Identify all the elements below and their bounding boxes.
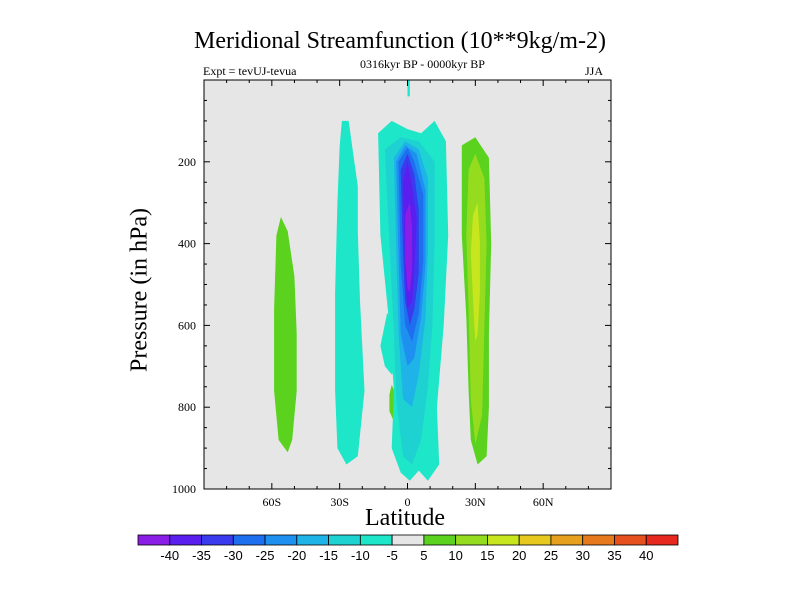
colorbar-label: -40 (160, 548, 179, 563)
y-tick-label: 800 (178, 400, 196, 414)
y-tick-label: 200 (178, 155, 196, 169)
contour-region-green-cell-60S (274, 217, 297, 453)
colorbar-label: -25 (256, 548, 275, 563)
colorbar-label: -5 (386, 548, 398, 563)
colorbar-label: 20 (512, 548, 526, 563)
colorbar-swatch (137, 534, 171, 546)
x-axis-label: Latitude (365, 505, 445, 531)
colorbar-label: 10 (448, 548, 462, 563)
colorbar-swatch (264, 534, 298, 546)
colorbar-swatch (550, 534, 584, 546)
x-tick-label: 60S (262, 495, 281, 509)
colorbar-label: -10 (351, 548, 370, 563)
period-label: 0316kyr BP - 0000kyr BP (360, 57, 485, 71)
colorbar-swatch (169, 534, 202, 546)
colorbar-swatch (487, 534, 520, 546)
colorbar: -40 -35 -30 -25 -20 -15 -10 -5 5 10 15 20 25 30 35 40 (137, 534, 679, 563)
colorbar-swatch (391, 534, 425, 546)
colorbar-label: -30 (224, 548, 243, 563)
colorbar-swatch (455, 534, 488, 546)
y-tick-label: 1000 (172, 482, 196, 496)
colorbar-label: 25 (544, 548, 558, 563)
colorbar-label: -15 (319, 548, 338, 563)
axis-ticks: 200 400 600 800 1000 60S 30S 0 30N 60N (172, 79, 612, 509)
x-tick-label: 30S (330, 495, 349, 509)
contour-region-violet-core (405, 202, 412, 293)
experiment-label: Expt = tevUJ-tevua (203, 64, 297, 78)
y-tick-label: 400 (178, 237, 196, 251)
colorbar-swatch (359, 534, 393, 546)
colorbar-swatch (614, 534, 647, 546)
contour-region-teal-cell-30S (335, 120, 365, 465)
colorbar-swatch (201, 534, 234, 546)
x-tick-label: 60N (533, 495, 554, 509)
contour-region-yellow-cell-30N (470, 202, 480, 342)
colorbar-label: -35 (192, 548, 211, 563)
contour-regions (274, 80, 492, 481)
colorbar-swatch (518, 534, 552, 546)
colorbar-swatch (423, 534, 457, 546)
colorbar-label: 15 (480, 548, 494, 563)
colorbar-swatch (328, 534, 361, 546)
colorbar-label: 5 (420, 548, 427, 563)
x-tick-label: 30N (465, 495, 486, 509)
colorbar-swatch (645, 534, 679, 546)
colorbar-swatch (296, 534, 329, 546)
colorbar-label: -20 (287, 548, 306, 563)
colorbar-label: 35 (607, 548, 621, 563)
y-tick-label: 600 (178, 318, 196, 332)
colorbar-label: 30 (575, 548, 589, 563)
chart-title: Meridional Streamfunction (10**9kg/m-2) (194, 28, 606, 54)
colorbar-label: 40 (639, 548, 653, 563)
season-label: JJA (585, 64, 604, 78)
x-tick-label: 0 (405, 495, 411, 509)
colorbar-swatch (582, 534, 615, 546)
colorbar-swatch (232, 534, 266, 546)
contour-region-teal-top-0 (407, 80, 410, 97)
